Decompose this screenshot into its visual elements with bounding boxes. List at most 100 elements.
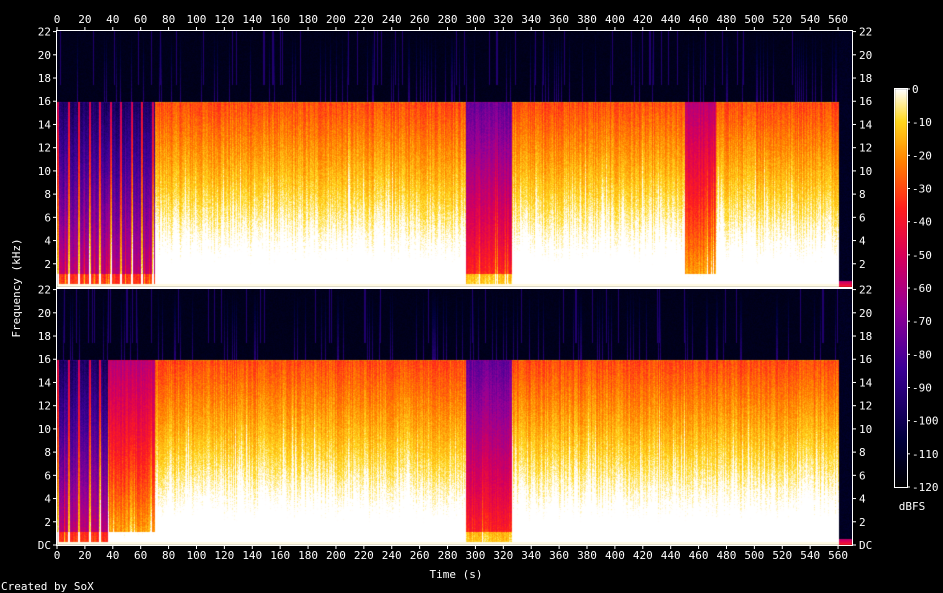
x-tick-label: 260 [410, 549, 430, 562]
x-tick-label: 480 [717, 13, 737, 26]
y-tick-label: 10 [38, 165, 51, 178]
x-tick-label: 220 [354, 13, 374, 26]
colorbar-tick-label: -20 [912, 149, 932, 162]
x-tick-label: 340 [521, 549, 541, 562]
x-tick-label: 140 [242, 13, 262, 26]
colorbar-tick-label: 0 [912, 83, 919, 96]
x-tick-label: 20 [78, 549, 91, 562]
x-tick-label: 100 [187, 549, 207, 562]
x-tick-label: 240 [382, 549, 402, 562]
x-tick-label: 280 [438, 13, 458, 26]
y-tick-label: 14 [38, 118, 52, 131]
y-tick-label: 16 [38, 95, 51, 108]
credit-text: Created by SoX [1, 580, 94, 593]
y-tick-label: 2 [44, 258, 51, 271]
y-tick-label: 4 [859, 235, 866, 248]
x-tick-label: 120 [214, 13, 234, 26]
y-tick-label: 20 [38, 49, 51, 62]
y-tick-label: 16 [38, 353, 51, 366]
y-tick-label: 16 [859, 95, 872, 108]
y-tick-label: 18 [859, 330, 872, 343]
colorbar-tick-label: -40 [912, 216, 932, 229]
y-tick-label: 22 [38, 26, 51, 39]
x-tick-label: 80 [162, 549, 175, 562]
colorbar-tick-label: -30 [912, 183, 932, 196]
x-tick-label: 200 [326, 13, 346, 26]
y-tick-label: 8 [44, 188, 51, 201]
x-tick-label: 180 [298, 13, 318, 26]
y-tick-label: 14 [859, 118, 873, 131]
y-tick-label: 12 [38, 400, 51, 413]
y-axis-label: Frequency (kHz) [10, 238, 23, 337]
y-tick-label: 12 [859, 400, 872, 413]
y-tick-label: 20 [38, 307, 51, 320]
x-tick-label: 420 [633, 13, 653, 26]
x-tick-label: 380 [577, 13, 597, 26]
x-tick-label: 160 [270, 13, 290, 26]
y-tick-label: 16 [859, 353, 872, 366]
x-tick-label: 80 [162, 13, 175, 26]
colorbar-tick-label: -50 [912, 249, 932, 262]
x-tick-label: 440 [661, 13, 681, 26]
y-tick-label: 20 [859, 49, 872, 62]
x-tick-label: 500 [744, 549, 764, 562]
y-tick-label: 8 [859, 446, 866, 459]
y-tick-label: 4 [44, 235, 51, 248]
plot-frame-channel-2 [56, 288, 853, 546]
x-tick-label: 500 [744, 13, 764, 26]
colorbar-unit-label: dBFS [899, 500, 926, 513]
x-tick-label: 180 [298, 549, 318, 562]
y-tick-label: 10 [859, 423, 872, 436]
x-tick-label: 300 [465, 13, 485, 26]
y-tick-label: 6 [44, 469, 51, 482]
x-tick-label: 0 [54, 13, 61, 26]
colorbar-tick-label: -10 [912, 116, 932, 129]
x-tick-label: 160 [270, 549, 290, 562]
y-tick-label: 14 [859, 376, 873, 389]
x-tick-label: 340 [521, 13, 541, 26]
x-tick-label: 100 [187, 13, 207, 26]
x-tick-label: 40 [106, 549, 119, 562]
y-tick-label: 22 [38, 284, 51, 297]
y-tick-label: 6 [44, 211, 51, 224]
y-tick-label: 4 [859, 493, 866, 506]
x-axis-label: Time (s) [430, 568, 483, 581]
y-tick-label: 2 [44, 516, 51, 529]
x-tick-label: 240 [382, 13, 402, 26]
colorbar-tick-label: -70 [912, 315, 932, 328]
y-tick-label: 20 [859, 307, 872, 320]
x-tick-label: 220 [354, 549, 374, 562]
x-tick-label: 540 [800, 13, 820, 26]
plot-frames [56, 30, 853, 546]
x-tick-label: 520 [772, 549, 792, 562]
y-tick-label: 14 [38, 376, 52, 389]
y-tick-label: 6 [859, 211, 866, 224]
x-tick-label: 440 [661, 549, 681, 562]
y-tick-label: 12 [859, 142, 872, 155]
x-axis-top: 0 20 40 60 80 100 120 140 160 180 200 220 240 260 280 3… [54, 13, 848, 31]
colorbar-tick-label: -100 [912, 415, 939, 428]
x-tick-label: 0 [54, 549, 61, 562]
x-tick-label: 480 [717, 549, 737, 562]
x-tick-label: 560 [828, 13, 848, 26]
x-tick-label: 20 [78, 13, 91, 26]
y-tick-label: 22 [859, 26, 872, 39]
x-tick-label: 200 [326, 549, 346, 562]
y-tick-label: 10 [38, 423, 51, 436]
x-tick-label: 60 [134, 13, 147, 26]
y-tick-label: 8 [859, 188, 866, 201]
x-tick-label: 320 [493, 549, 513, 562]
x-tick-label: 460 [689, 13, 709, 26]
x-tick-label: 520 [772, 13, 792, 26]
x-tick-label: 260 [410, 13, 430, 26]
x-tick-label: 320 [493, 13, 513, 26]
x-tick-label: 280 [438, 549, 458, 562]
y-tick-label: 18 [38, 330, 51, 343]
x-tick-label: 460 [689, 549, 709, 562]
x-tick-label: 420 [633, 549, 653, 562]
x-tick-label: 120 [214, 549, 234, 562]
x-tick-label: 380 [577, 549, 597, 562]
x-tick-label: 400 [605, 13, 625, 26]
x-tick-label: 360 [549, 13, 569, 26]
